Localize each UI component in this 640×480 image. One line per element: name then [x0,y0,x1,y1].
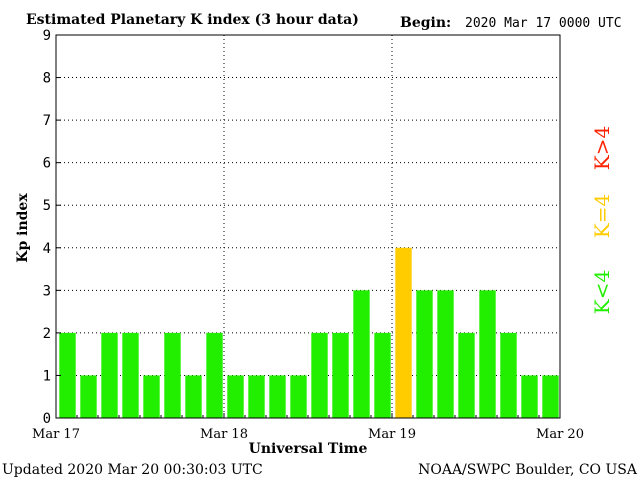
kp-bar [80,375,97,418]
legend-k-below-4: K<4 [590,270,614,314]
kp-bar [59,332,76,418]
kp-bar [290,375,307,418]
updated-timestamp: Updated 2020 Mar 20 00:30:03 UTC [2,462,263,478]
y-tick-label: 8 [43,71,51,87]
kp-bar [542,375,559,418]
y-tick-label: 3 [43,283,51,299]
kp-bar [500,332,517,418]
y-tick-label: 9 [43,28,51,44]
kp-bar [122,332,139,418]
kp-bar [458,332,475,418]
x-axis-label: Universal Time [249,441,368,457]
x-axis-ticks: Mar 17 Mar 18 Mar 19 Mar 20 [32,413,584,442]
x-tick-label: Mar 19 [368,427,416,442]
legend-k-equal-4: K=4 [590,194,614,238]
kp-bar [332,332,349,418]
kp-bar [227,375,244,418]
y-tick-label: 0 [43,411,51,427]
y-axis-label: Kp index [15,193,31,263]
begin-value: 2020 Mar 17 0000 UTC [465,16,622,31]
kp-bar [164,332,181,418]
begin-label: Begin: [400,15,451,31]
x-tick-label: Mar 17 [32,427,80,442]
chart-title: Estimated Planetary K index (3 hour data… [26,12,359,28]
kp-bar [185,375,202,418]
kp-bar [395,247,412,418]
y-tick-label: 7 [43,113,51,129]
x-tick-label: Mar 20 [536,427,584,442]
x-tick-label: Mar 18 [200,427,248,442]
kp-bar [437,290,454,418]
kp-bar [374,332,391,418]
y-tick-label: 4 [43,241,51,257]
y-tick-label: 5 [43,198,51,214]
kp-bar [269,375,286,418]
kp-bar [248,375,265,418]
kp-bar [143,375,160,418]
legend-k-above-4: K>4 [590,126,614,170]
kp-bar [353,290,370,418]
bars [59,247,559,418]
kp-bar [521,375,538,418]
kp-bar [479,290,496,418]
credit-text: NOAA/SWPC Boulder, CO USA [418,462,638,478]
kp-bar [416,290,433,418]
y-axis-ticks: 0 1 2 3 4 5 6 7 8 9 [43,28,61,427]
kp-bar [311,332,328,418]
y-tick-label: 1 [43,368,51,384]
kp-bar [101,332,118,418]
y-tick-label: 6 [43,156,51,172]
kp-bar [206,332,223,418]
y-tick-label: 2 [43,326,51,342]
